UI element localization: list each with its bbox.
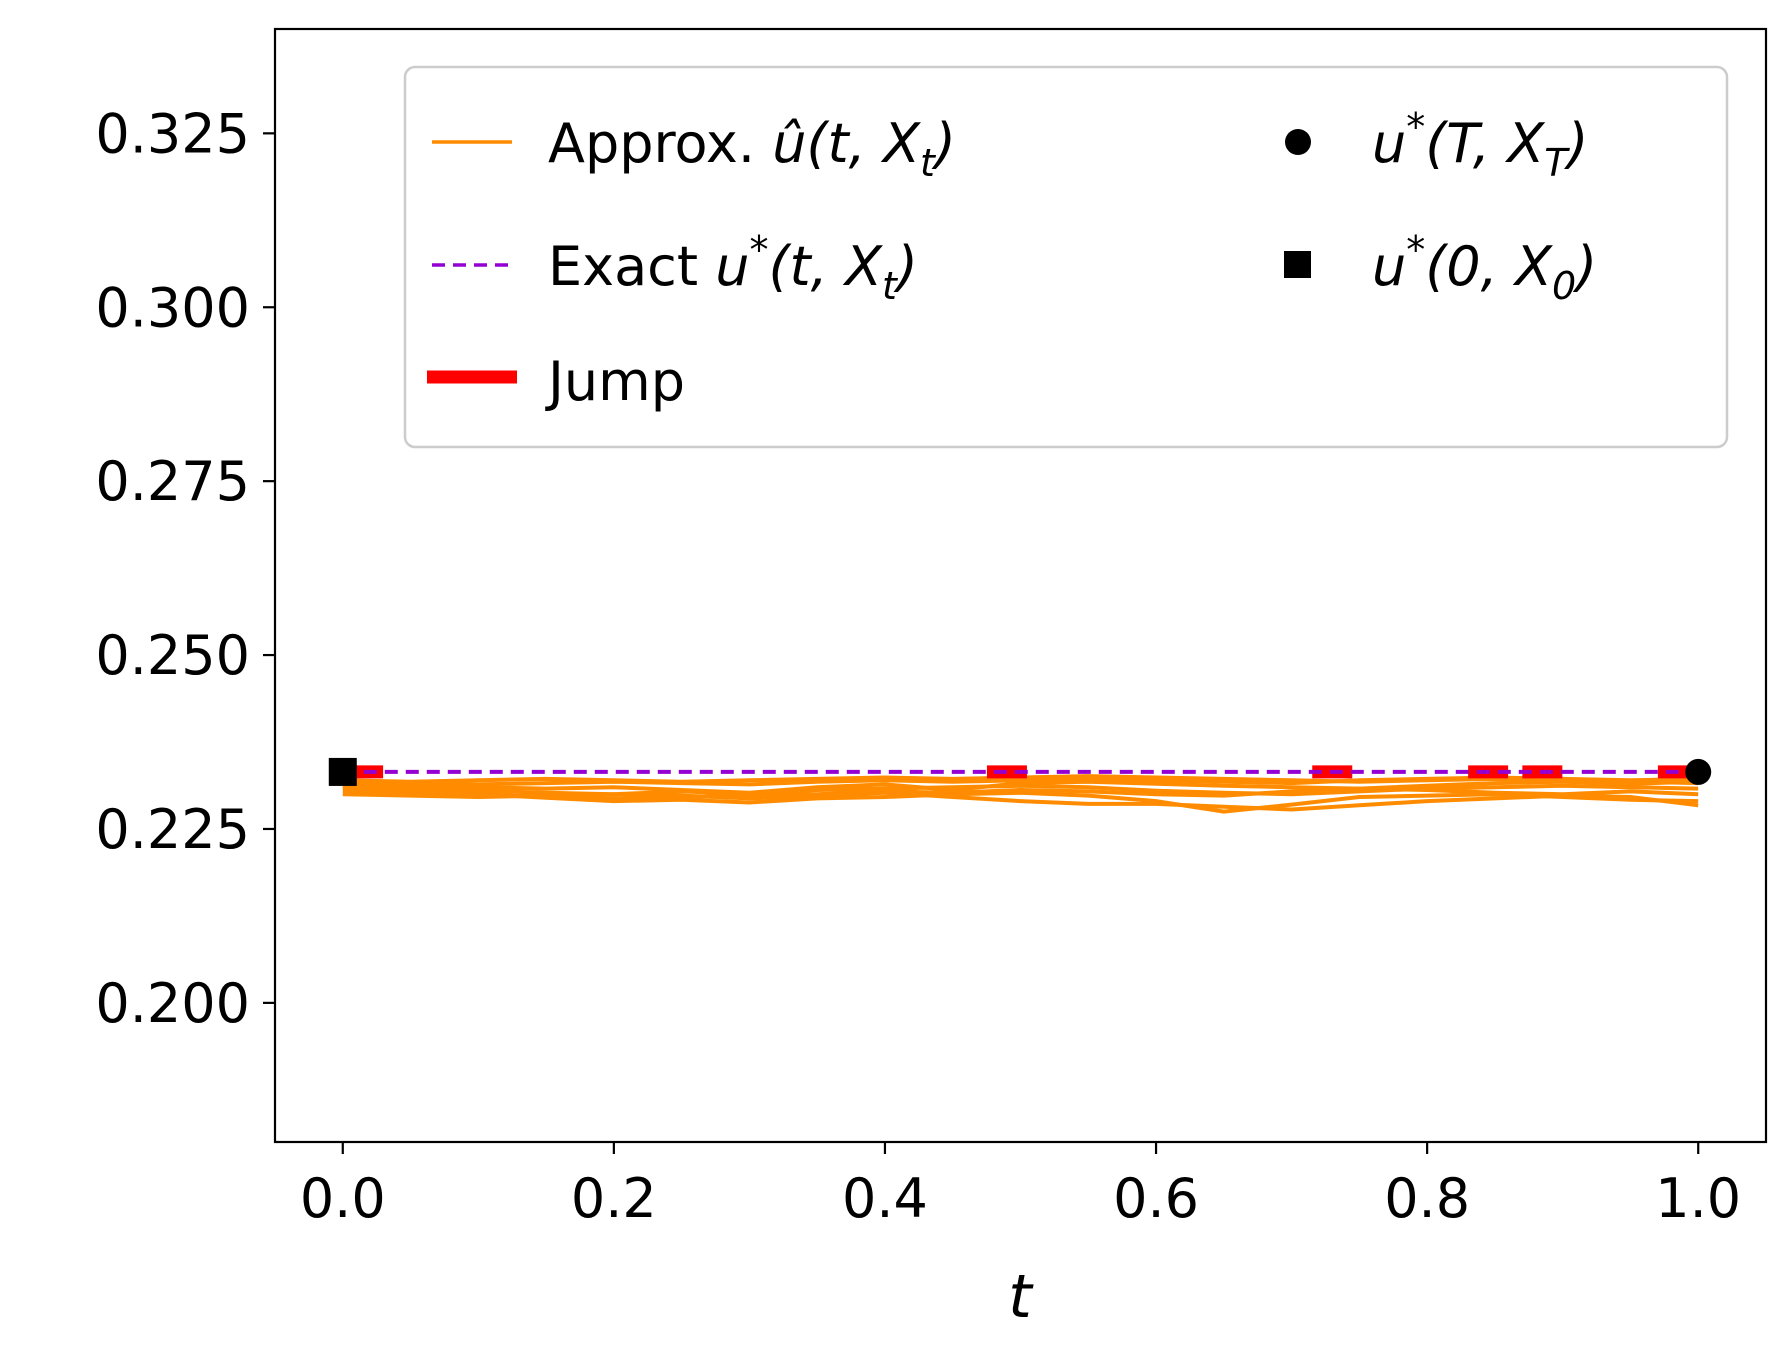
y-tick-label: 0.300: [95, 276, 250, 339]
legend-initial-marker: [1284, 251, 1311, 278]
x-tick-label: 0.8: [1384, 1167, 1470, 1230]
x-tick-label: 0.4: [842, 1167, 928, 1230]
legend-exact-label: Exact u*(t, Xt): [548, 228, 918, 308]
plot-area: [328, 757, 1712, 814]
legend-frame: [403, 65, 1729, 449]
initial-value-marker: [328, 757, 357, 786]
terminal-value-marker: [1685, 758, 1712, 785]
approx-path-4: [342, 790, 1699, 812]
x-axis-ticks: 0.0 0.2 0.4 0.6 0.8 1.0: [300, 1142, 1741, 1230]
y-tick-label: 0.325: [95, 102, 250, 165]
y-tick-label: 0.250: [95, 624, 250, 687]
x-tick-label: 0.0: [300, 1167, 386, 1230]
legend-approx-label: Approx. û(t, Xt): [548, 112, 956, 185]
legend-jump-label: Jump: [545, 350, 685, 413]
y-tick-label: 0.275: [95, 450, 250, 513]
legend-terminal-marker: [1285, 129, 1311, 155]
legend-initial-label: u*(0, X0): [1372, 228, 1597, 308]
approx-path-6: [342, 786, 1699, 801]
y-tick-label: 0.225: [95, 798, 250, 861]
x-tick-label: 0.2: [571, 1167, 657, 1230]
approx-path-3: [342, 779, 1699, 795]
x-axis-label: t: [1008, 1262, 1034, 1332]
y-tick-label: 0.200: [95, 972, 250, 1035]
x-tick-label: 1.0: [1655, 1167, 1741, 1230]
plot-frame: [273, 27, 1768, 1144]
x-tick-label: 0.6: [1113, 1167, 1199, 1230]
y-axis-ticks: 0.200 0.225 0.250 0.275 0.300 0.325: [95, 102, 275, 1035]
legend-terminal-label: u*(T, XT): [1372, 105, 1589, 185]
series-layer: [328, 757, 1712, 814]
legend: Approx. û(t, Xt) Exact u*(t, Xt) Jump u*…: [403, 65, 1729, 449]
